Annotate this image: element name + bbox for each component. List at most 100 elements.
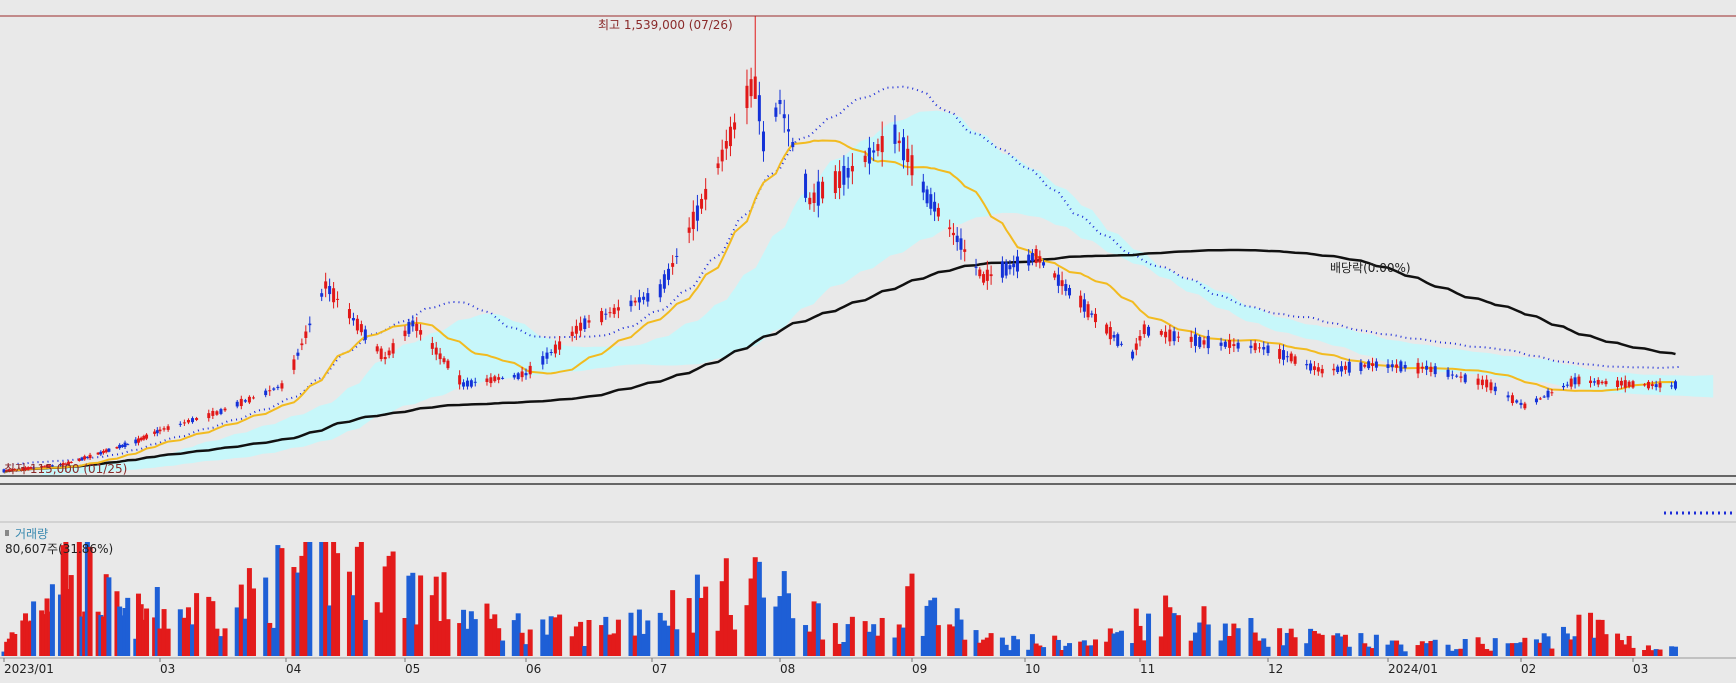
candle-body xyxy=(1172,331,1176,342)
volume-bar xyxy=(263,577,269,656)
candle xyxy=(1312,361,1316,376)
volume-bar xyxy=(573,626,579,656)
candle xyxy=(155,427,159,437)
candle-body xyxy=(1112,334,1116,338)
candle xyxy=(1030,249,1034,266)
volume-bar xyxy=(924,605,930,656)
candle xyxy=(974,258,978,276)
volume-bar xyxy=(222,628,228,656)
volume-bar xyxy=(246,568,252,656)
candle-body xyxy=(1650,384,1654,387)
candle xyxy=(1600,380,1604,385)
candle xyxy=(646,287,650,307)
candle-body xyxy=(1116,334,1120,346)
candle-body xyxy=(83,456,87,460)
volume-bar xyxy=(1488,650,1494,656)
candle xyxy=(1278,344,1282,364)
volume-bar xyxy=(1192,632,1198,656)
x-tick-label: 03 xyxy=(160,662,175,676)
volume-bar xyxy=(1595,619,1601,656)
candle xyxy=(195,416,199,422)
candle-body xyxy=(158,429,162,432)
candlestick-layer[interactable] xyxy=(2,16,1677,474)
volume-bar xyxy=(1588,612,1594,656)
volume-bar xyxy=(152,617,158,656)
candle xyxy=(21,467,25,471)
candle-body xyxy=(524,373,528,376)
volume-bar xyxy=(1163,595,1169,656)
volume-bar-layer[interactable] xyxy=(1,542,1678,656)
candle-body xyxy=(520,371,524,378)
volume-bar xyxy=(515,613,521,656)
candle-body xyxy=(88,454,92,459)
candle-body xyxy=(583,318,587,330)
candle-body xyxy=(629,300,633,307)
volume-bar xyxy=(988,633,994,656)
volume-bar xyxy=(1104,641,1110,656)
candle-body xyxy=(1206,335,1210,349)
candle-body xyxy=(842,165,846,185)
candle xyxy=(1332,363,1336,376)
candle xyxy=(1138,330,1142,347)
volume-bar xyxy=(1029,634,1035,656)
candle-body xyxy=(1053,273,1057,278)
candle-body xyxy=(951,232,955,236)
candle xyxy=(347,303,351,325)
volume-bar xyxy=(1107,628,1113,656)
candle-body xyxy=(1371,363,1375,366)
candle-body xyxy=(1320,368,1324,374)
candle xyxy=(1363,363,1367,369)
volume-bar xyxy=(879,617,885,656)
volume-bar xyxy=(275,545,281,656)
candle-body xyxy=(7,469,11,472)
volume-bar xyxy=(472,619,478,656)
candle xyxy=(99,450,103,457)
candle-body xyxy=(1068,287,1072,296)
candle xyxy=(1646,380,1650,391)
candle-body xyxy=(1082,299,1086,312)
candle xyxy=(921,173,925,201)
candle-body xyxy=(96,452,100,455)
candle-body xyxy=(58,464,62,466)
candle xyxy=(88,452,92,461)
candle xyxy=(223,407,227,412)
volume-bar xyxy=(905,586,911,656)
candle-body xyxy=(1374,361,1378,368)
candle-body xyxy=(733,122,737,130)
candle-body xyxy=(1565,384,1569,386)
candle xyxy=(142,434,146,441)
candle xyxy=(45,464,49,468)
volume-bar xyxy=(1339,636,1345,656)
candle xyxy=(574,319,578,341)
candle xyxy=(1604,378,1608,387)
candle xyxy=(604,308,608,320)
volume-bar xyxy=(157,628,163,656)
volume-bar xyxy=(271,627,277,656)
candle-body xyxy=(850,165,854,172)
candle-body xyxy=(1367,361,1371,369)
candle xyxy=(761,121,765,162)
candle xyxy=(40,465,44,469)
candle-body xyxy=(985,269,989,281)
volume-bar xyxy=(1615,633,1621,656)
candle-body xyxy=(1034,249,1038,264)
x-tick-label: 12 xyxy=(1268,662,1283,676)
candle xyxy=(158,426,162,435)
volume-bar xyxy=(119,615,125,656)
x-tick-label: 08 xyxy=(780,662,795,676)
candle-body xyxy=(1347,361,1351,373)
candle-body xyxy=(921,181,925,193)
candle xyxy=(1623,375,1627,393)
candle xyxy=(1086,301,1090,321)
candle xyxy=(300,338,304,351)
candle-body xyxy=(308,323,312,326)
volume-bar xyxy=(1537,642,1543,656)
candle-body xyxy=(32,467,36,469)
candle-body xyxy=(1134,343,1138,350)
volume-bar xyxy=(1265,646,1271,656)
volume-bar xyxy=(1533,639,1539,656)
candle xyxy=(67,460,71,466)
candle-body xyxy=(1056,274,1060,286)
